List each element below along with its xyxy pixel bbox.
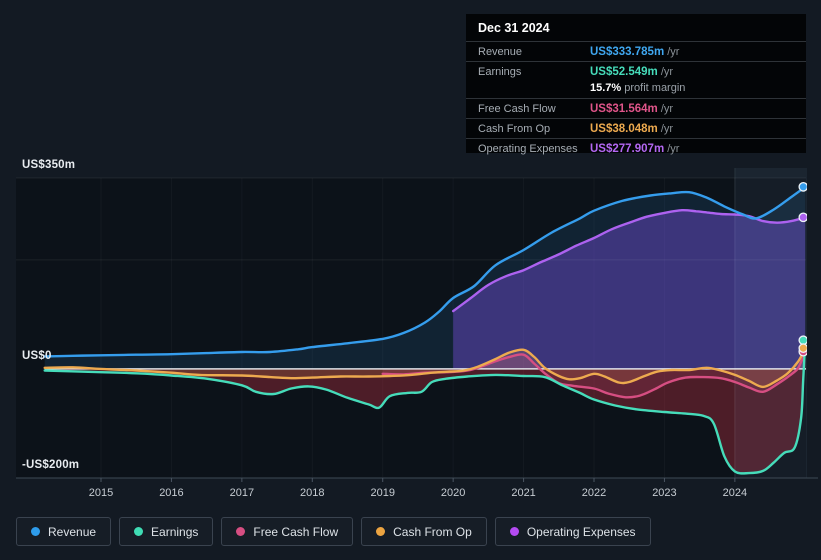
revenue-end-marker[interactable] bbox=[798, 181, 807, 192]
tooltip-suffix: /yr bbox=[664, 142, 680, 155]
x-axis-label-2018: 2018 bbox=[300, 487, 324, 499]
operating-expenses-area bbox=[453, 210, 806, 369]
earnings-dot-icon bbox=[134, 527, 144, 536]
revenue-dot-icon bbox=[31, 527, 40, 536]
tooltip-value: US$333.785m bbox=[590, 45, 665, 58]
operating-expenses-end-marker[interactable] bbox=[798, 212, 807, 223]
tooltip-date: Dec 31 2024 bbox=[466, 14, 806, 42]
legend-item-operating-expenses[interactable]: Operating Expenses bbox=[494, 517, 651, 546]
cash-from-op-end-marker[interactable] bbox=[798, 343, 807, 354]
tooltip-row-free-cash-flow: Free Cash Flow US$31.564m /yr bbox=[466, 99, 806, 119]
y-axis-label-350m: US$350m bbox=[22, 159, 76, 171]
legend-label: Revenue bbox=[48, 524, 97, 539]
profit-margin-pct: 15.7% bbox=[590, 82, 622, 94]
profit-margin-text: profit margin bbox=[624, 82, 686, 94]
legend-label: Earnings bbox=[151, 524, 199, 539]
earnings-end-marker[interactable] bbox=[798, 335, 807, 346]
tooltip-row-cash-from-op: Cash From Op US$38.048m /yr bbox=[466, 119, 806, 139]
x-axis-label-2022: 2022 bbox=[582, 487, 606, 499]
legend-item-revenue[interactable]: Revenue bbox=[16, 517, 112, 546]
cash-from-op-area bbox=[44, 348, 806, 387]
tooltip-row-operating-expenses: Operating Expenses US$277.907m /yr bbox=[466, 139, 806, 158]
legend-label: Operating Expenses bbox=[526, 524, 636, 539]
tooltip-value: US$31.564m bbox=[590, 102, 658, 115]
tooltip-suffix: /yr bbox=[657, 122, 674, 135]
x-axis-label-2016: 2016 bbox=[159, 487, 183, 499]
plot-backdrop bbox=[16, 178, 806, 478]
x-axis-label-2024: 2024 bbox=[723, 487, 747, 499]
x-axis-label-2015: 2015 bbox=[89, 487, 113, 499]
revenue-area bbox=[44, 186, 806, 369]
tooltip-label: Free Cash Flow bbox=[478, 102, 556, 115]
cash-from-op-line bbox=[43, 347, 807, 389]
legend-item-earnings[interactable]: Earnings bbox=[119, 517, 214, 546]
x-axis-label-2023: 2023 bbox=[652, 487, 676, 499]
earnings-line bbox=[43, 339, 807, 475]
legend-item-free-cash-flow[interactable]: Free Cash Flow bbox=[221, 517, 354, 546]
earnings-area bbox=[44, 340, 806, 474]
operating-expenses-dot-icon bbox=[509, 527, 519, 536]
revenue-line bbox=[43, 185, 807, 358]
tooltip-suffix: /yr bbox=[657, 65, 674, 78]
legend-label: Free Cash Flow bbox=[253, 524, 339, 539]
tooltip-row-revenue: Revenue US$333.785m /yr bbox=[466, 42, 806, 62]
x-axis-label-2017: 2017 bbox=[230, 487, 254, 499]
cash-from-op-dot-icon bbox=[376, 527, 386, 536]
chart-legend: Revenue Earnings Free Cash Flow Cash Fro… bbox=[16, 517, 651, 546]
x-axis-label-2021: 2021 bbox=[511, 487, 535, 499]
chart-canvas[interactable]: 2015 2016 2017 2018 2019 2020 2021 2022 2023 2024 bbox=[0, 0, 821, 512]
chart-plot-area bbox=[16, 168, 807, 478]
tooltip-row-profit-margin: 15.7% profit margin bbox=[466, 81, 806, 99]
y-axis-label-0: US$0 bbox=[22, 350, 52, 362]
tooltip-value: US$38.048m bbox=[590, 122, 658, 135]
chart-tooltip: Dec 31 2024 Revenue US$333.785m /yr Earn… bbox=[466, 14, 806, 155]
tooltip-value: US$52.549m bbox=[590, 65, 658, 78]
tooltip-label: Cash From Op bbox=[478, 122, 551, 135]
legend-item-cash-from-op[interactable]: Cash From Op bbox=[361, 517, 487, 546]
tooltip-value: US$277.907m bbox=[590, 142, 665, 155]
tooltip-suffix: /yr bbox=[657, 102, 674, 115]
tooltip-label: Operating Expenses bbox=[478, 142, 578, 155]
tooltip-label: Revenue bbox=[478, 45, 523, 58]
x-axis-label-2019: 2019 bbox=[370, 487, 394, 499]
legend-label: Cash From Op bbox=[393, 524, 472, 539]
y-axis-label-neg200m: -US$200m bbox=[22, 459, 80, 471]
tooltip-row-earnings: Earnings US$52.549m /yr bbox=[466, 62, 806, 81]
tooltip-label: Earnings bbox=[478, 65, 522, 78]
x-axis-label-2020: 2020 bbox=[441, 487, 465, 499]
free-cash-flow-dot-icon bbox=[236, 527, 246, 536]
tooltip-suffix: /yr bbox=[664, 45, 680, 58]
